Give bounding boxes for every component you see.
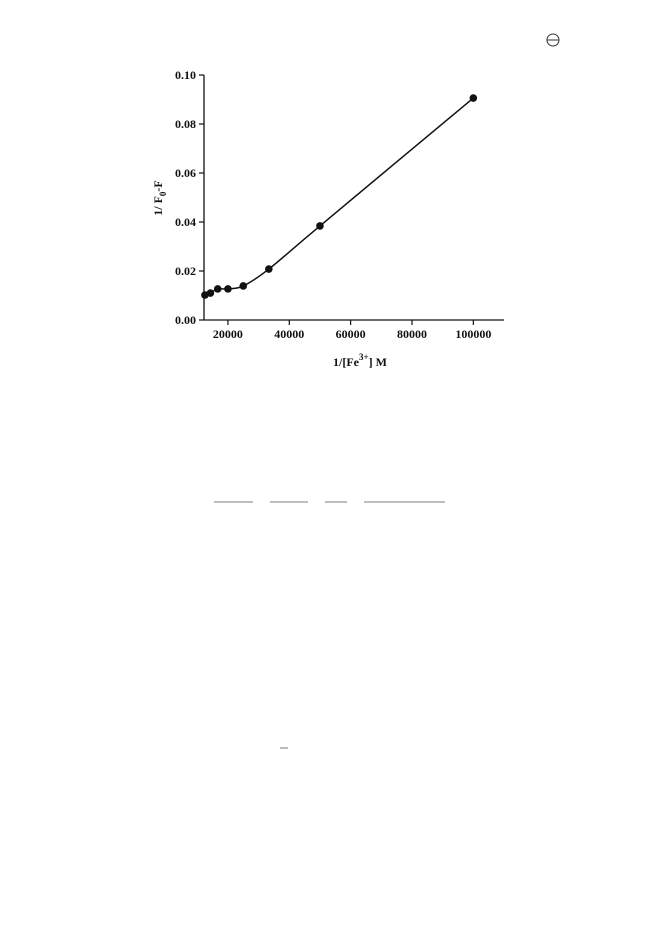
x-tick-label: 40000 [274,327,304,341]
x-label-part: 1/[Fe [333,355,360,369]
x-tick-label: 60000 [336,327,366,341]
data-point [213,285,222,293]
data-point [469,94,478,102]
x-label-part: ] M [369,355,387,369]
y-tick-label: 0.02 [175,264,196,278]
data-point [239,282,248,290]
data-point [206,289,215,297]
y-tick-label: 0.00 [175,313,196,327]
fit-line [204,97,474,296]
y-tick-label: 0.04 [175,215,196,229]
x-tick-label: 20000 [213,327,243,341]
x-tick-label: 100000 [455,327,491,341]
x-tick-label: 80000 [397,327,427,341]
y-label-part: 1/ F [151,196,165,216]
y-label-part: -F [151,180,165,191]
x-label-sup: 3+ [359,352,369,362]
underlines [214,501,445,749]
y-label-sub: 0 [158,191,168,196]
x-axis-label: 1/[Fe3+] M [333,352,387,369]
y-tick-label: 0.06 [175,166,196,180]
y-axis-label: 1/ F0-F [151,180,168,216]
y-tick-label: 0.08 [175,117,196,131]
data-point [224,285,232,293]
data-point [265,265,273,273]
y-tick-label: 0.10 [175,68,196,82]
data-point [316,222,324,230]
